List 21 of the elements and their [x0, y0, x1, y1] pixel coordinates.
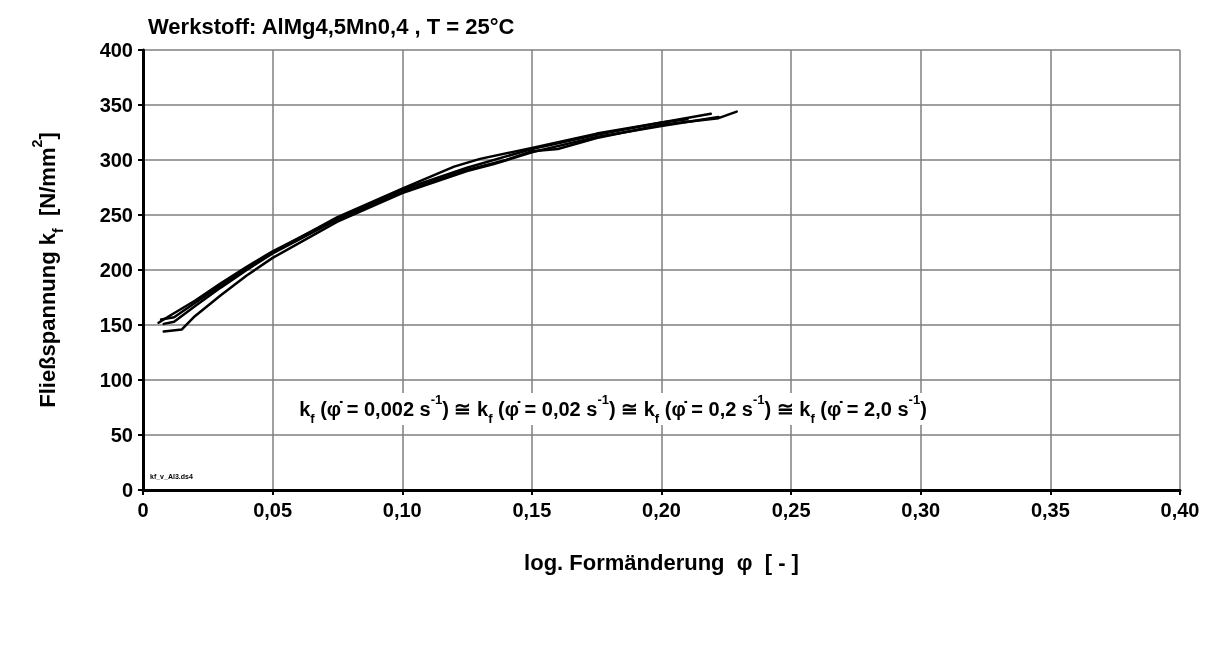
y-tick-label: 200: [99, 259, 133, 281]
x-tick-label: 0,15: [512, 499, 552, 521]
y-tick-label: 50: [110, 424, 133, 446]
x-tick-label: 0,30: [901, 499, 941, 521]
x-tick-label: 0,25: [771, 499, 811, 521]
y-tick-label: 300: [99, 149, 133, 171]
y-tick-label: 400: [99, 39, 133, 61]
x-tick-label: 0: [137, 499, 149, 521]
y-tick-label: 100: [99, 369, 133, 391]
chart-title: Werkstoff: AlMg4,5Mn0,4 , T = 25°C: [148, 13, 515, 39]
x-tick-label: 0,35: [1030, 499, 1070, 521]
y-tick-label: 150: [99, 314, 133, 336]
x-tick-label: 0,20: [642, 499, 681, 521]
x-axis-title: log. Formänderung φ [ - ]: [524, 550, 799, 576]
x-tick-label: 0,40: [1160, 499, 1200, 521]
y-tick-label: 350: [99, 94, 133, 116]
x-tick-label: 0,10: [382, 499, 422, 521]
y-tick-label: 0: [121, 479, 133, 501]
y-axis-title: Fließspannung kf [N/mm2]: [28, 132, 66, 408]
x-tick-label: 0,05: [253, 499, 293, 521]
y-tick-label: 250: [99, 204, 133, 226]
